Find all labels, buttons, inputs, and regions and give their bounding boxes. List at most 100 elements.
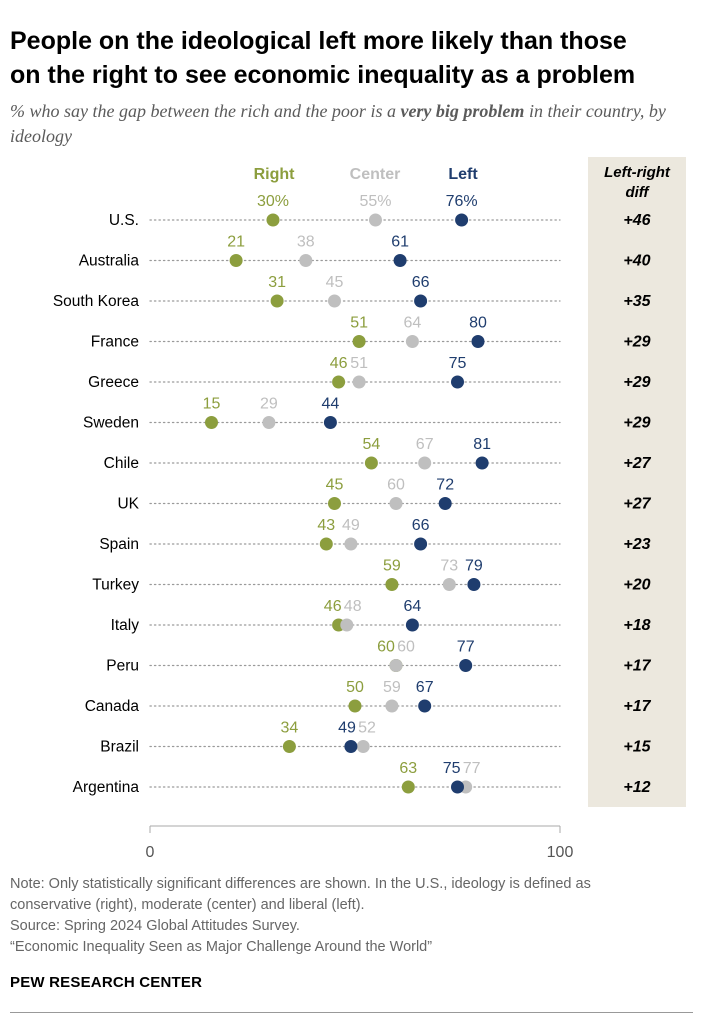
x-axis-label-max: 100 <box>547 844 574 861</box>
dot-left <box>414 294 428 308</box>
value-label-right: 45 <box>326 477 344 494</box>
value-label-left: 72 <box>436 477 454 494</box>
dot-right <box>205 416 218 429</box>
country-label: Peru <box>106 658 139 675</box>
title-line-1: People on the ideological left more like… <box>10 27 627 55</box>
dot-center <box>262 416 276 429</box>
brand-logo: PEW RESEARCH CENTER <box>10 974 203 991</box>
dot-center <box>405 335 419 348</box>
value-label-left: 67 <box>416 679 434 696</box>
country-label: Argentina <box>73 779 140 796</box>
value-label-left: 66 <box>412 517 430 534</box>
dot-left <box>438 497 452 510</box>
dot-center <box>369 213 382 227</box>
diff-value: +27 <box>623 496 651 513</box>
dot-left <box>451 780 464 794</box>
value-label-right: 31 <box>268 274 286 291</box>
note-line-2: conservative (right), moderate (center) … <box>10 897 365 913</box>
dot-left <box>414 537 428 551</box>
value-label-right: 21 <box>227 234 245 251</box>
value-label-left: 61 <box>391 234 409 251</box>
value-label-right: 34 <box>281 720 299 737</box>
value-label-center: 52 <box>358 720 376 737</box>
dot-center <box>385 699 399 713</box>
dot-right <box>364 456 378 470</box>
value-label-left: 49 <box>338 720 356 737</box>
value-label-center: 51 <box>350 355 368 372</box>
diff-value: +20 <box>623 577 650 594</box>
dot-left <box>344 740 358 753</box>
report-title: “Economic Inequality Seen as Major Chall… <box>10 939 433 955</box>
dot-left <box>475 456 489 470</box>
diff-value: +18 <box>623 617 650 634</box>
dot-right <box>348 699 362 713</box>
value-label-right: 63 <box>399 760 417 777</box>
dot-left <box>471 335 485 348</box>
diff-value: +29 <box>623 374 650 391</box>
value-label-left: 81 <box>473 436 491 453</box>
dot-center <box>328 294 341 308</box>
dot-left <box>405 618 419 632</box>
diff-value: +29 <box>623 415 650 432</box>
value-label-right: 50 <box>346 679 364 696</box>
note-line-1: Note: Only statistically significant dif… <box>10 876 591 892</box>
value-label-center: 45 <box>326 274 344 291</box>
dot-right <box>332 375 346 389</box>
dot-left <box>459 659 473 672</box>
diff-value: +46 <box>623 212 650 229</box>
dot-right <box>229 254 243 267</box>
title-line-2: on the right to see economic inequality … <box>10 61 636 89</box>
value-label-left: 77 <box>457 639 475 656</box>
value-label-left: 79 <box>465 558 483 575</box>
diff-value: +17 <box>623 698 651 715</box>
dot-right <box>385 578 399 591</box>
value-label-left: 44 <box>322 396 340 413</box>
dot-left <box>451 375 464 389</box>
country-label: Brazil <box>100 739 139 756</box>
x-axis-label-min: 0 <box>146 844 155 861</box>
value-label-center: 38 <box>297 234 315 251</box>
country-label: U.S. <box>109 212 139 229</box>
value-label-center: 77 <box>463 760 481 777</box>
dot-center <box>442 578 456 591</box>
value-label-left: 80 <box>469 315 487 332</box>
legend-left: Left <box>448 166 478 183</box>
value-label-center: 60 <box>397 639 415 656</box>
dot-right <box>352 335 366 348</box>
value-label-right: 46 <box>324 598 342 615</box>
dot-center <box>389 659 403 672</box>
dot-center <box>340 618 354 632</box>
value-label-right: 43 <box>317 517 335 534</box>
chart-title: People on the ideological left more like… <box>10 24 690 92</box>
value-label-center: 59 <box>383 679 401 696</box>
dot-left <box>467 578 481 591</box>
dot-right <box>270 294 284 308</box>
country-label: Spain <box>99 536 139 553</box>
dot-plot-chart: Left-right diff Right Center Left U.S. +46 30% 5… <box>53 157 686 861</box>
subtitle-post: in their country, by ideology <box>10 101 666 146</box>
value-label-right: 15 <box>203 396 221 413</box>
diff-value: +29 <box>623 334 650 351</box>
dot-right <box>266 213 280 227</box>
value-label-center: 48 <box>344 598 362 615</box>
country-label: Turkey <box>92 577 139 594</box>
dot-center <box>352 375 366 389</box>
country-label: Greece <box>88 374 139 391</box>
subtitle-bold: very big problem <box>400 101 525 121</box>
dot-right <box>282 740 296 753</box>
dot-center <box>418 456 432 470</box>
value-label-left: 76% <box>446 193 478 210</box>
value-label-right: 30% <box>257 193 289 210</box>
diff-column-background <box>588 157 686 807</box>
value-label-center: 60 <box>387 477 405 494</box>
value-label-left: 66 <box>412 274 430 291</box>
diff-value: +23 <box>623 536 650 553</box>
legend-center: Center <box>350 166 401 183</box>
country-label: France <box>91 334 139 351</box>
diff-value: +35 <box>623 293 651 310</box>
country-label: UK <box>117 496 139 513</box>
chart-subtitle: % who say the gap between the rich and t… <box>10 99 700 149</box>
diff-value: +40 <box>623 253 650 270</box>
value-label-center: 55% <box>359 193 391 210</box>
bottom-rule <box>10 1012 693 1013</box>
